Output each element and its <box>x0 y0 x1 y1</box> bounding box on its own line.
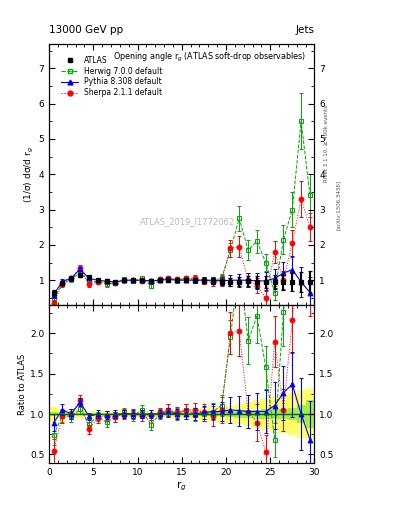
Y-axis label: (1/σ) dσ/d r$_g$: (1/σ) dσ/d r$_g$ <box>23 146 36 203</box>
X-axis label: r$_g$: r$_g$ <box>176 480 187 494</box>
Text: ATLAS_2019_I1772062: ATLAS_2019_I1772062 <box>140 217 235 226</box>
Text: 13000 GeV pp: 13000 GeV pp <box>49 25 123 35</box>
Text: Rivet 3.1.10, ≥ 400k events: Rivet 3.1.10, ≥ 400k events <box>324 105 329 182</box>
Text: [arXiv:1306.3436]: [arXiv:1306.3436] <box>336 180 341 230</box>
Legend: ATLAS, Herwig 7.0.0 default, Pythia 8.308 default, Sherpa 2.1.1 default: ATLAS, Herwig 7.0.0 default, Pythia 8.30… <box>58 53 166 100</box>
Text: Opening angle r$_g$ (ATLAS soft-drop observables): Opening angle r$_g$ (ATLAS soft-drop obs… <box>113 51 307 65</box>
Y-axis label: Ratio to ATLAS: Ratio to ATLAS <box>18 353 27 415</box>
Text: Jets: Jets <box>296 25 314 35</box>
